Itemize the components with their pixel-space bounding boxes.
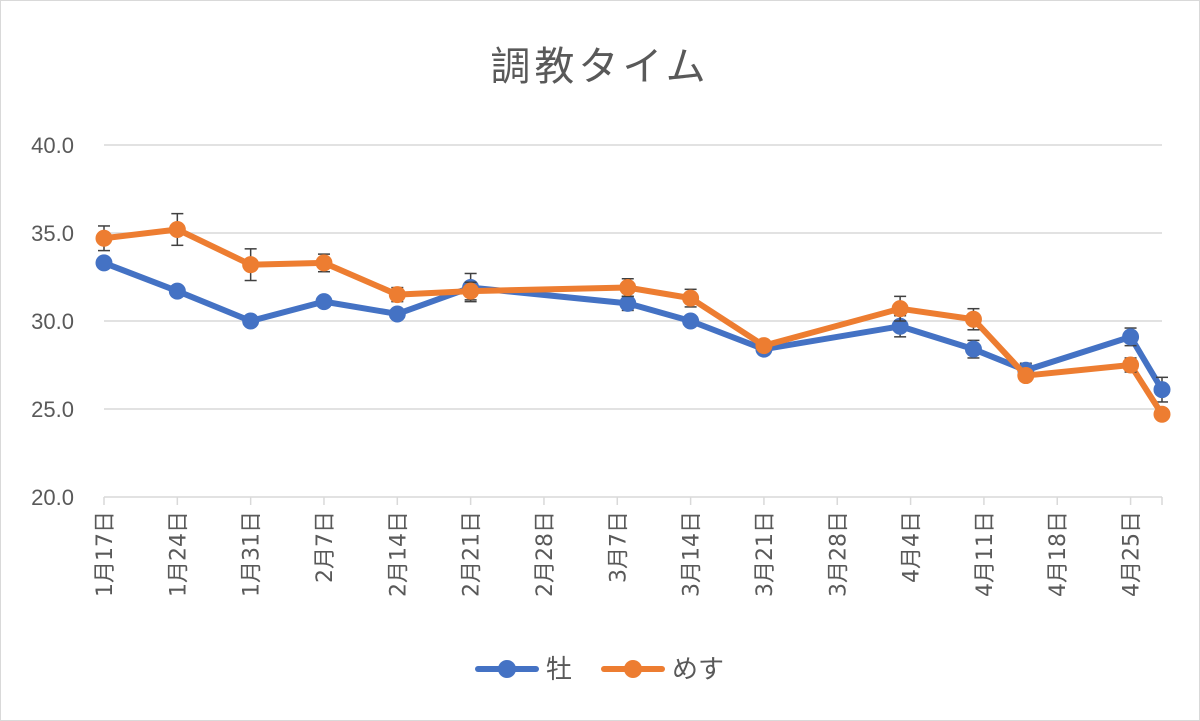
data-point: [755, 337, 773, 355]
data-point: [388, 286, 406, 304]
x-tick-label: 4月11日: [973, 511, 998, 597]
data-point: [168, 282, 186, 300]
gridlines: [104, 144, 1162, 410]
data-point: [95, 254, 113, 272]
x-tick-label: 1月31日: [240, 511, 265, 597]
series-group: [95, 212, 1171, 423]
y-axis-ticks: 20.0 25.0 30.0 35.0 40.0: [31, 133, 74, 510]
x-tick-label: 3月28日: [826, 511, 851, 597]
data-point: [1017, 367, 1035, 385]
x-tick-label: 2月7日: [313, 511, 338, 583]
legend-label: 牡: [546, 655, 572, 685]
x-tick-label: 4月18日: [1046, 511, 1071, 597]
chart-title: 調教タイム: [490, 44, 710, 90]
x-tick-label: 3月14日: [680, 511, 705, 597]
data-point: [242, 312, 260, 330]
data-point: [95, 229, 113, 247]
legend-marker: [624, 660, 642, 678]
y-tick-label: 35.0: [31, 221, 74, 246]
data-point: [964, 310, 982, 328]
series-line: [101, 226, 1165, 418]
x-tick-label: 2月14日: [386, 511, 411, 597]
x-tick-label: 4月4日: [900, 511, 925, 583]
x-tick-label: 2月28日: [533, 511, 558, 597]
y-tick-label: 30.0: [31, 309, 74, 334]
x-axis: 1月17日 1月24日 1月31日 2月7日 2月14日 2月21日 2月28日 3月7日 3月…: [93, 496, 1163, 597]
data-point: [619, 279, 637, 297]
x-tick-label: 1月24日: [166, 511, 191, 597]
data-point: [168, 220, 186, 238]
x-tick-label: 1月17日: [93, 511, 118, 597]
data-point: [682, 289, 700, 307]
data-point: [1153, 405, 1171, 423]
y-tick-label: 20.0: [31, 485, 74, 510]
data-point: [315, 254, 333, 272]
data-point: [242, 256, 260, 274]
legend-marker: [498, 660, 516, 678]
data-point: [1153, 381, 1171, 399]
data-point: [1122, 328, 1140, 346]
data-point: [462, 282, 480, 300]
x-tick-label: 4月25日: [1120, 511, 1145, 597]
data-point: [315, 293, 333, 311]
data-point: [964, 340, 982, 358]
data-point: [1122, 356, 1140, 374]
y-tick-label: 40.0: [31, 133, 74, 158]
series-2: [95, 212, 1171, 423]
data-point: [619, 294, 637, 312]
x-tick-label: 3月21日: [753, 511, 778, 597]
legend: 牡 めす: [475, 655, 724, 685]
y-tick-label: 25.0: [31, 397, 74, 422]
data-point: [682, 312, 700, 330]
legend-label: めす: [672, 655, 724, 685]
data-point: [891, 300, 909, 318]
data-point: [388, 305, 406, 323]
x-tick-label: 3月7日: [606, 511, 631, 583]
x-tick-label: 2月21日: [460, 511, 485, 597]
series-1: [95, 254, 1171, 403]
